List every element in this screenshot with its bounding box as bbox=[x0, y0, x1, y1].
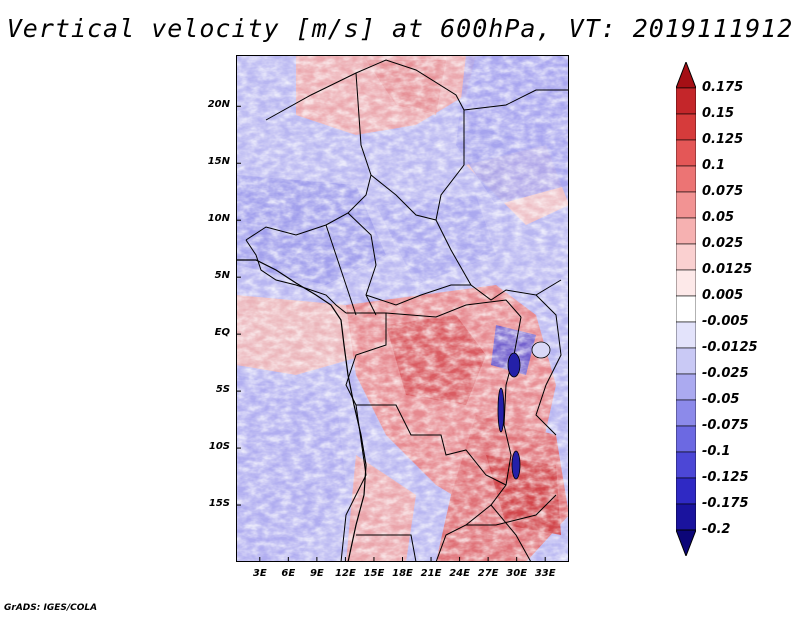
colorbar-level-label: -0.125 bbox=[702, 470, 749, 485]
lat-tick-label: 20N bbox=[207, 99, 230, 111]
colorbar-swatch bbox=[675, 399, 697, 427]
colorbar: 0.175 0.15 0.125 0.1 0.075 0.05 0.025 0.0125 0.0… bbox=[675, 60, 758, 560]
colorbar-swatch bbox=[675, 269, 697, 297]
lat-tick-label: 10S bbox=[208, 441, 230, 453]
lon-tick-label: 27E bbox=[477, 568, 499, 579]
colorbar-swatch bbox=[675, 503, 697, 531]
colorbar-level-label: -0.2 bbox=[702, 522, 731, 537]
map-title: Vertical velocity [m/s] at 600hPa, VT: 2… bbox=[6, 14, 794, 43]
colorbar-bottom-arrow bbox=[675, 529, 697, 558]
colorbar-swatch bbox=[675, 243, 697, 271]
lon-tick-label: 12E bbox=[335, 568, 356, 579]
lon-tick-label: 33E bbox=[534, 568, 556, 579]
colorbar-level-label: 0.15 bbox=[702, 106, 735, 121]
colorbar-level-label: 0.175 bbox=[702, 80, 744, 95]
footer-credit: GrADS: IGES/COLA bbox=[4, 603, 98, 613]
colorbar-swatches bbox=[675, 60, 697, 558]
colorbar-swatch bbox=[675, 477, 697, 505]
great-lakes bbox=[497, 341, 551, 480]
colorbar-swatch bbox=[675, 373, 697, 401]
country-boundaries bbox=[245, 59, 569, 562]
colorbar-swatch bbox=[675, 217, 697, 245]
colorbar-level-label: -0.0125 bbox=[702, 340, 758, 355]
colorbar-swatch bbox=[675, 113, 697, 141]
colorbar-level-label: -0.1 bbox=[702, 444, 731, 459]
field-texture bbox=[236, 55, 569, 562]
colorbar-swatch bbox=[675, 347, 697, 375]
lon-tick-label: 15E bbox=[363, 568, 385, 579]
lon-tick-label: 9E bbox=[309, 568, 324, 579]
colorbar-swatch bbox=[675, 139, 697, 167]
colorbar-level-label: 0.125 bbox=[702, 132, 744, 147]
colorbar-swatch bbox=[675, 87, 697, 115]
colorbar-level-label: 0.1 bbox=[702, 158, 726, 173]
lon-tick-label: 18E bbox=[392, 568, 413, 579]
lat-tick-label: 15N bbox=[207, 156, 230, 168]
colorbar-swatch bbox=[675, 165, 697, 193]
colorbar-swatch bbox=[675, 295, 697, 323]
colorbar-top-arrow bbox=[675, 60, 697, 89]
colorbar-level-label: -0.005 bbox=[702, 314, 749, 329]
colorbar-level-label: 0.075 bbox=[702, 184, 744, 199]
colorbar-level-label: 0.0125 bbox=[702, 262, 753, 277]
colorbar-level-label: 0.05 bbox=[702, 210, 735, 225]
lon-tick-label: 30E bbox=[506, 568, 528, 579]
map-panel: 20N 15N 10N 5N EQ 5S 10S 15S 3E 6E 9E 12E 15E 18E 21E… bbox=[208, 55, 569, 579]
lat-tick-label: EQ bbox=[214, 327, 230, 339]
colorbar-level-label: -0.175 bbox=[702, 496, 749, 511]
colorbar-swatch bbox=[675, 451, 697, 479]
colorbar-level-label: 0.025 bbox=[702, 236, 744, 251]
colorbar-swatch bbox=[675, 191, 697, 219]
lat-tick-label: 5S bbox=[215, 384, 230, 396]
coastline bbox=[236, 259, 367, 562]
colorbar-swatch bbox=[675, 425, 697, 453]
lon-tick-label: 6E bbox=[281, 568, 296, 579]
colorbar-level-label: -0.025 bbox=[702, 366, 749, 381]
colorbar-level-label: -0.05 bbox=[702, 392, 740, 407]
lat-tick-label: 15S bbox=[208, 498, 230, 510]
lat-tick-label: 5N bbox=[214, 270, 230, 282]
colorbar-level-label: 0.005 bbox=[702, 288, 744, 303]
lon-tick-label: 24E bbox=[449, 568, 470, 579]
lon-tick-label: 3E bbox=[252, 568, 267, 579]
lat-tick-label: 10N bbox=[207, 213, 230, 225]
lon-tick-label: 21E bbox=[420, 568, 442, 579]
colorbar-level-label: -0.075 bbox=[702, 418, 749, 433]
vertical-velocity-field bbox=[236, 55, 569, 562]
colorbar-swatch bbox=[675, 321, 697, 349]
